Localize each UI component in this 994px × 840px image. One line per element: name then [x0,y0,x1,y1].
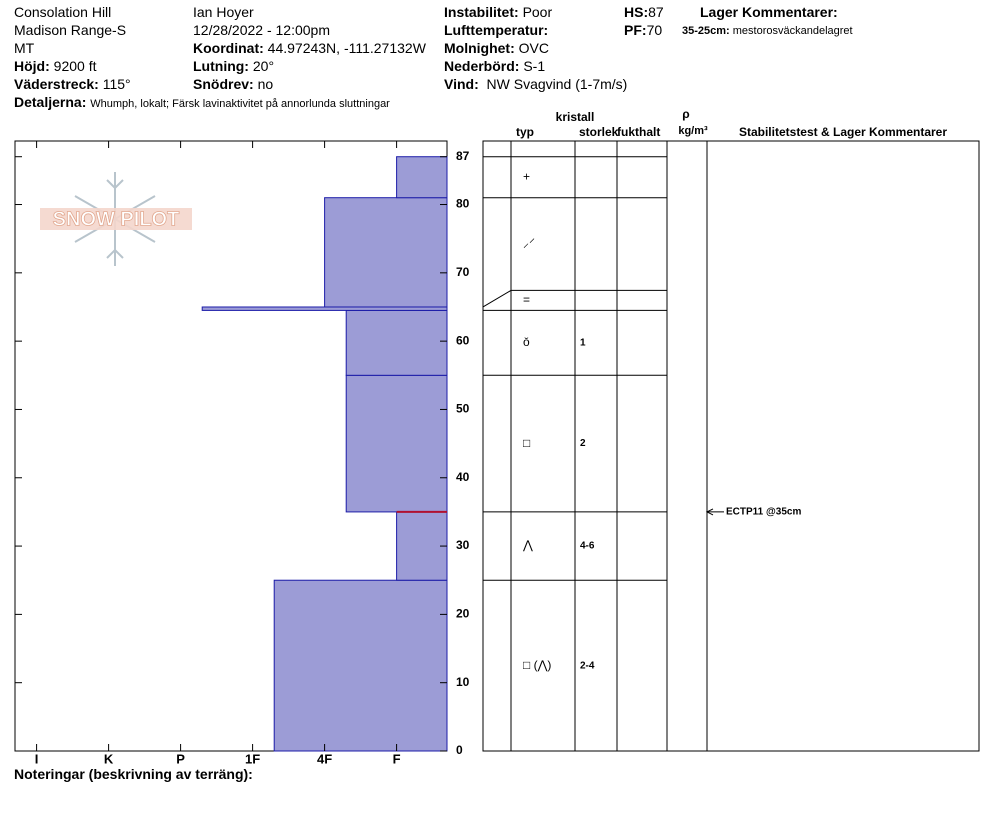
field: HS:87 [624,4,664,20]
value: NW Svagvind (1-7m/s) [486,76,628,92]
value: S-1 [523,58,546,74]
y-tick-label: 80 [456,197,470,211]
label: 35-25cm: [682,25,730,37]
row-line [482,289,667,308]
field: Lufttemperatur: [444,22,548,38]
y-tick-label: 87 [456,149,470,163]
grain-type: ⸝⸍ [523,236,535,250]
y-tick-label: 0 [456,743,463,757]
grain-type: □ [523,436,530,450]
grain-type: + [523,169,530,183]
section-title: Lager Kommentarer: [700,4,838,20]
logo-band [40,208,192,230]
label: Lutning: [193,58,249,74]
field: Lutning: 20° [193,58,274,74]
logo-text: SNOW PILOT [53,208,180,230]
label: Molnighet: [444,40,515,56]
col-header: kg/m³ [678,125,708,137]
grain-size: 1 [580,337,586,348]
value: 87 [648,4,664,20]
layer-bar [201,306,448,311]
value: 44.97243N, -111.27132W [267,40,426,56]
field: Väderstreck: 115° [14,76,131,92]
y-tick-label: 10 [456,675,470,689]
state: MT [14,40,35,56]
layer-bar [273,579,448,752]
y-tick-label: 50 [456,402,470,416]
x-tick-label: K [104,751,114,766]
field: Vind: NW Svagvind (1-7m/s) [444,76,627,92]
label: HS: [624,4,649,20]
label: PF: [624,22,647,38]
field: PF:70 [624,22,662,38]
y-tick-label: 60 [456,333,470,347]
column-lines [510,141,708,751]
label: Lufttemperatur: [444,22,549,38]
label: Detaljerna: [14,94,87,110]
grain-size: 4-6 [580,541,595,552]
observer: Ian Hoyer [193,4,254,20]
field: Molnighet: OVC [444,40,549,56]
field: 35-25cm: mestorosväckandelagret [682,23,853,39]
col-header: kristall [556,110,595,124]
value: 70 [646,22,663,38]
x-tick-label: 4F [317,751,332,766]
y-tick-label: 30 [456,538,470,552]
value: Poor [522,4,553,20]
layer-bar [324,197,448,308]
grain-size: 2 [580,438,586,449]
layer-bar [345,309,448,376]
label: Instabilitet: [444,4,519,20]
range: Madison Range-S [14,22,127,38]
grain-type: ǒ [523,335,530,349]
field: Koordinat: 44.97243N, -111.27132W [193,40,426,56]
notes-label: Noteringar (beskrivning av terräng): [14,766,253,782]
label: Snödrev: [193,76,254,92]
field: Detaljerna: Whumph, lokalt; Färsk lavina… [14,94,390,112]
col-header: fukthalt [617,125,660,139]
x-tick-label: I [35,751,39,766]
layer-bar [396,156,448,199]
col-header: Stabilitetstest & Lager Kommentarer [739,125,947,139]
x-tick-label: F [393,751,401,766]
label: Höjd: [14,58,50,74]
field: Instabilitet: Poor [444,4,552,20]
value: OVC [518,40,549,56]
test-arrowhead [705,508,714,516]
value: mestorosväckandelagret [732,25,853,37]
y-tick-label: 70 [456,265,470,279]
field: Höjd: 9200 ft [14,58,96,74]
label: Vind: [444,76,479,92]
x-tick-label: P [176,751,185,766]
col-header: typ [516,125,534,139]
grain-type: ⋀ [522,538,533,552]
y-tick-label: 20 [456,607,470,621]
col-header: storlek [579,125,619,139]
value: 115° [102,76,131,92]
value: Whumph, lokalt; Färsk lavinaktivitet på … [90,98,390,110]
label: Väderstreck: [14,76,99,92]
site: Consolation Hill [14,4,112,20]
grain-size: 2-4 [580,660,595,671]
label: Nederbörd: [444,58,520,74]
field: Nederbörd: S-1 [444,58,545,74]
grain-type: = [523,293,530,307]
datetime: 12/28/2022 - 12:00pm [193,22,330,38]
grain-type: □ (⋀) [523,658,551,672]
layer-bar [345,374,448,513]
value: 9200 ft [53,58,97,74]
col-header: ρ [682,107,689,121]
y-tick-label: 40 [456,470,470,484]
layer-bar [396,511,448,581]
table-frame [482,140,980,752]
label: Koordinat: [193,40,264,56]
value: 20° [252,58,275,74]
test-label: ECTP11 @35cm [726,507,801,518]
value: no [257,76,274,92]
field: Snödrev: no [193,76,273,92]
x-tick-label: 1F [245,751,260,766]
